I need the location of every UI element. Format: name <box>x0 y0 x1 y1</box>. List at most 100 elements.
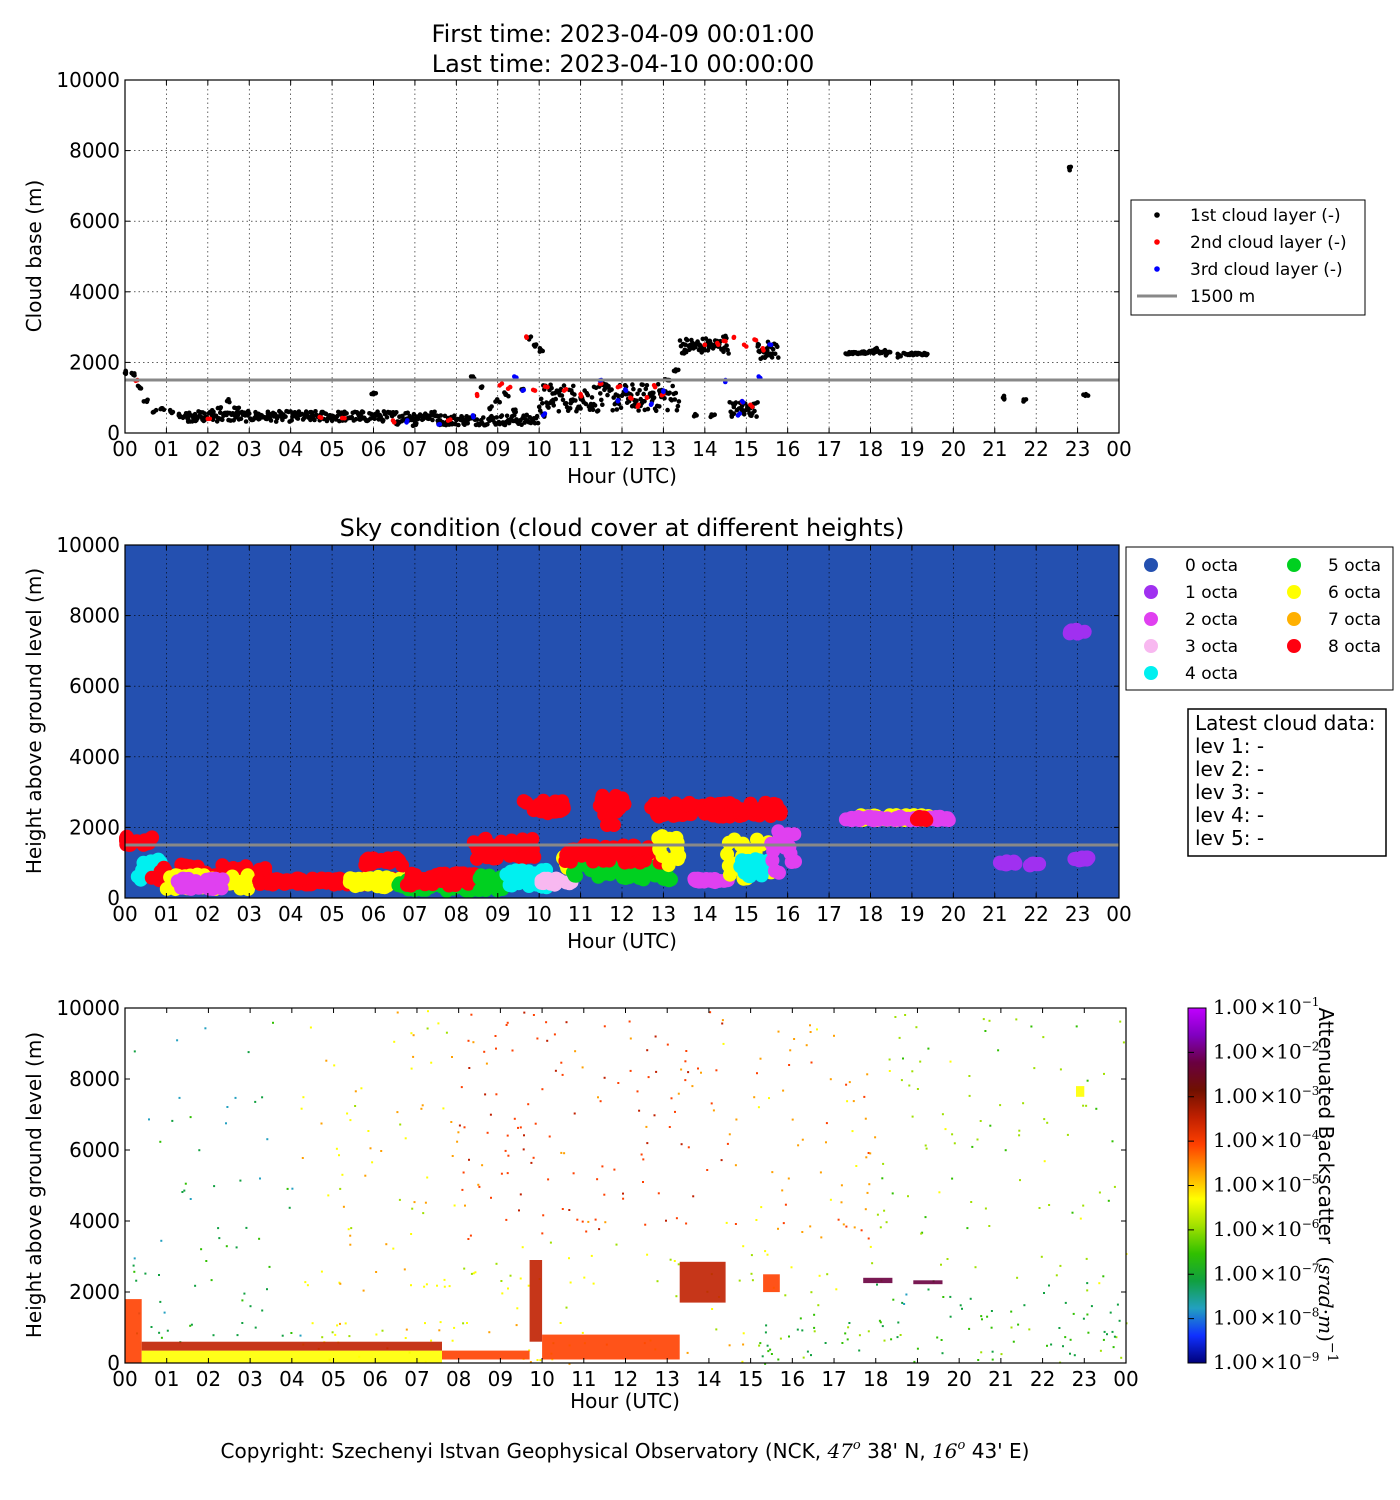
sky-condition-title: Sky condition (cloud cover at different … <box>340 514 905 542</box>
cloud-layer-1-point <box>665 407 670 413</box>
cloud-layer-2-point <box>753 337 759 343</box>
backscatter-cell <box>900 1079 903 1082</box>
cloud-layer-1-point <box>629 403 635 409</box>
backscatter-cell <box>1118 1319 1121 1322</box>
backscatter-cell <box>339 1282 342 1285</box>
cloud-layer-1-point <box>724 343 729 348</box>
cloud-layer-1-point <box>636 408 641 413</box>
backscatter-cell <box>438 1329 441 1332</box>
backscatter-cell <box>516 1307 519 1310</box>
cloud-layer-1-point <box>405 410 411 416</box>
backscatter-cell <box>691 1085 694 1088</box>
backscatter-cell <box>1048 1204 1051 1206</box>
octa-2-point <box>851 810 866 825</box>
x-tick-label: 22 <box>1023 902 1048 926</box>
backscatter-cell <box>511 1049 514 1052</box>
backscatter-cell <box>541 1232 544 1235</box>
backscatter-cell <box>869 1245 872 1248</box>
backscatter-ylabel: Height above ground level (m) <box>22 1032 46 1338</box>
backscatter-cell <box>396 1011 399 1014</box>
backscatter-cell <box>813 1313 816 1316</box>
backscatter-feature <box>763 1274 780 1293</box>
cloud-layer-3-point <box>542 411 548 416</box>
backscatter-cell <box>801 1138 804 1141</box>
backscatter-cell <box>1085 1104 1088 1107</box>
backscatter-cell <box>986 1315 989 1318</box>
backscatter-cell <box>261 1309 264 1312</box>
backscatter-cell <box>852 1100 855 1103</box>
backscatter-cell <box>997 1049 1000 1052</box>
backscatter-cell <box>974 1266 977 1269</box>
cloud-layer-1-point <box>307 414 312 420</box>
octa-8-point <box>567 845 581 860</box>
backscatter-cell <box>327 1194 330 1197</box>
backscatter-cell <box>158 1331 161 1334</box>
octa-2-point <box>697 873 711 888</box>
cloud-layer-1-point <box>641 391 646 397</box>
octa-6-point <box>234 874 249 889</box>
backscatter-cell <box>766 1253 769 1256</box>
backscatter-cell <box>1046 1344 1048 1347</box>
backscatter-cell <box>548 1135 551 1138</box>
x-tick-label: 20 <box>941 437 966 461</box>
octa-4-point <box>519 876 534 891</box>
x-tick-label: 16 <box>775 902 800 926</box>
backscatter-cell <box>813 1326 816 1329</box>
octa-6-point <box>720 847 735 862</box>
backscatter-cell <box>818 1274 821 1277</box>
cloud-layer-1-point <box>512 412 517 418</box>
backscatter-cell <box>601 1165 604 1168</box>
backscatter-cell <box>790 1266 793 1269</box>
cloud-layer-1-point <box>275 414 281 419</box>
backscatter-cell <box>991 1358 994 1361</box>
y-tick-label: 10000 <box>56 533 120 557</box>
colorbar-tick-exponent: −8 <box>1302 1306 1320 1320</box>
cloud-layer-1-point <box>218 410 223 416</box>
cloud-layer-3-point <box>737 411 743 416</box>
backscatter-cell <box>903 1303 906 1305</box>
backscatter-cell <box>841 1342 844 1344</box>
cloud-layer-1-point <box>752 408 757 414</box>
backscatter-cell <box>809 1225 812 1228</box>
octa-8-point <box>538 802 553 817</box>
backscatter-cell <box>505 1218 508 1221</box>
octa-6-point <box>652 843 667 858</box>
backscatter-cell <box>734 1223 737 1225</box>
octa-8-point <box>448 878 463 892</box>
cloud-layer-1-point <box>585 392 591 398</box>
backscatter-cell <box>258 1237 261 1240</box>
cloud-layer-1-point <box>460 415 465 420</box>
backscatter-cell <box>412 1034 415 1037</box>
backscatter-cell <box>133 1257 136 1260</box>
backscatter-cell <box>646 1049 649 1052</box>
backscatter-cell <box>576 1218 579 1221</box>
octa-4-point <box>733 859 748 874</box>
colorbar-tick-times: ×10 <box>1260 1039 1302 1063</box>
backscatter-cell <box>840 1201 843 1204</box>
copyright-lat-rest: 38' N, <box>861 1439 932 1463</box>
backscatter-cell <box>266 1288 268 1291</box>
backscatter-cell <box>241 1322 244 1324</box>
backscatter-cell <box>629 1037 632 1040</box>
backscatter-cell <box>642 1181 644 1183</box>
y-tick-label: 0 <box>107 421 120 445</box>
legend-marker-layer1 <box>1154 212 1160 218</box>
legend-label-octa-3: 3 octa <box>1185 637 1238 657</box>
backscatter-cell <box>944 1128 947 1131</box>
cloud-layer-1-point <box>602 387 607 393</box>
cloud-layer-1-point <box>1083 393 1088 399</box>
y-tick-label: 10000 <box>56 996 120 1020</box>
cloud-layer-1-point <box>430 417 435 423</box>
backscatter-cell <box>331 1331 334 1334</box>
backscatter-cell <box>1019 1179 1021 1182</box>
backscatter-cell <box>826 1273 829 1276</box>
legend-marker-octa-2 <box>1144 612 1158 626</box>
cloud-layer-1-point <box>770 347 776 352</box>
backscatter-cell <box>404 1337 407 1339</box>
backscatter-cell <box>750 1254 753 1257</box>
x-tick-label: 01 <box>154 437 179 461</box>
legend-marker-layer2 <box>1154 239 1160 245</box>
cloud-layer-2-point <box>617 384 623 389</box>
cloud-layer-1-point <box>238 416 244 422</box>
backscatter-cell <box>306 1284 309 1287</box>
